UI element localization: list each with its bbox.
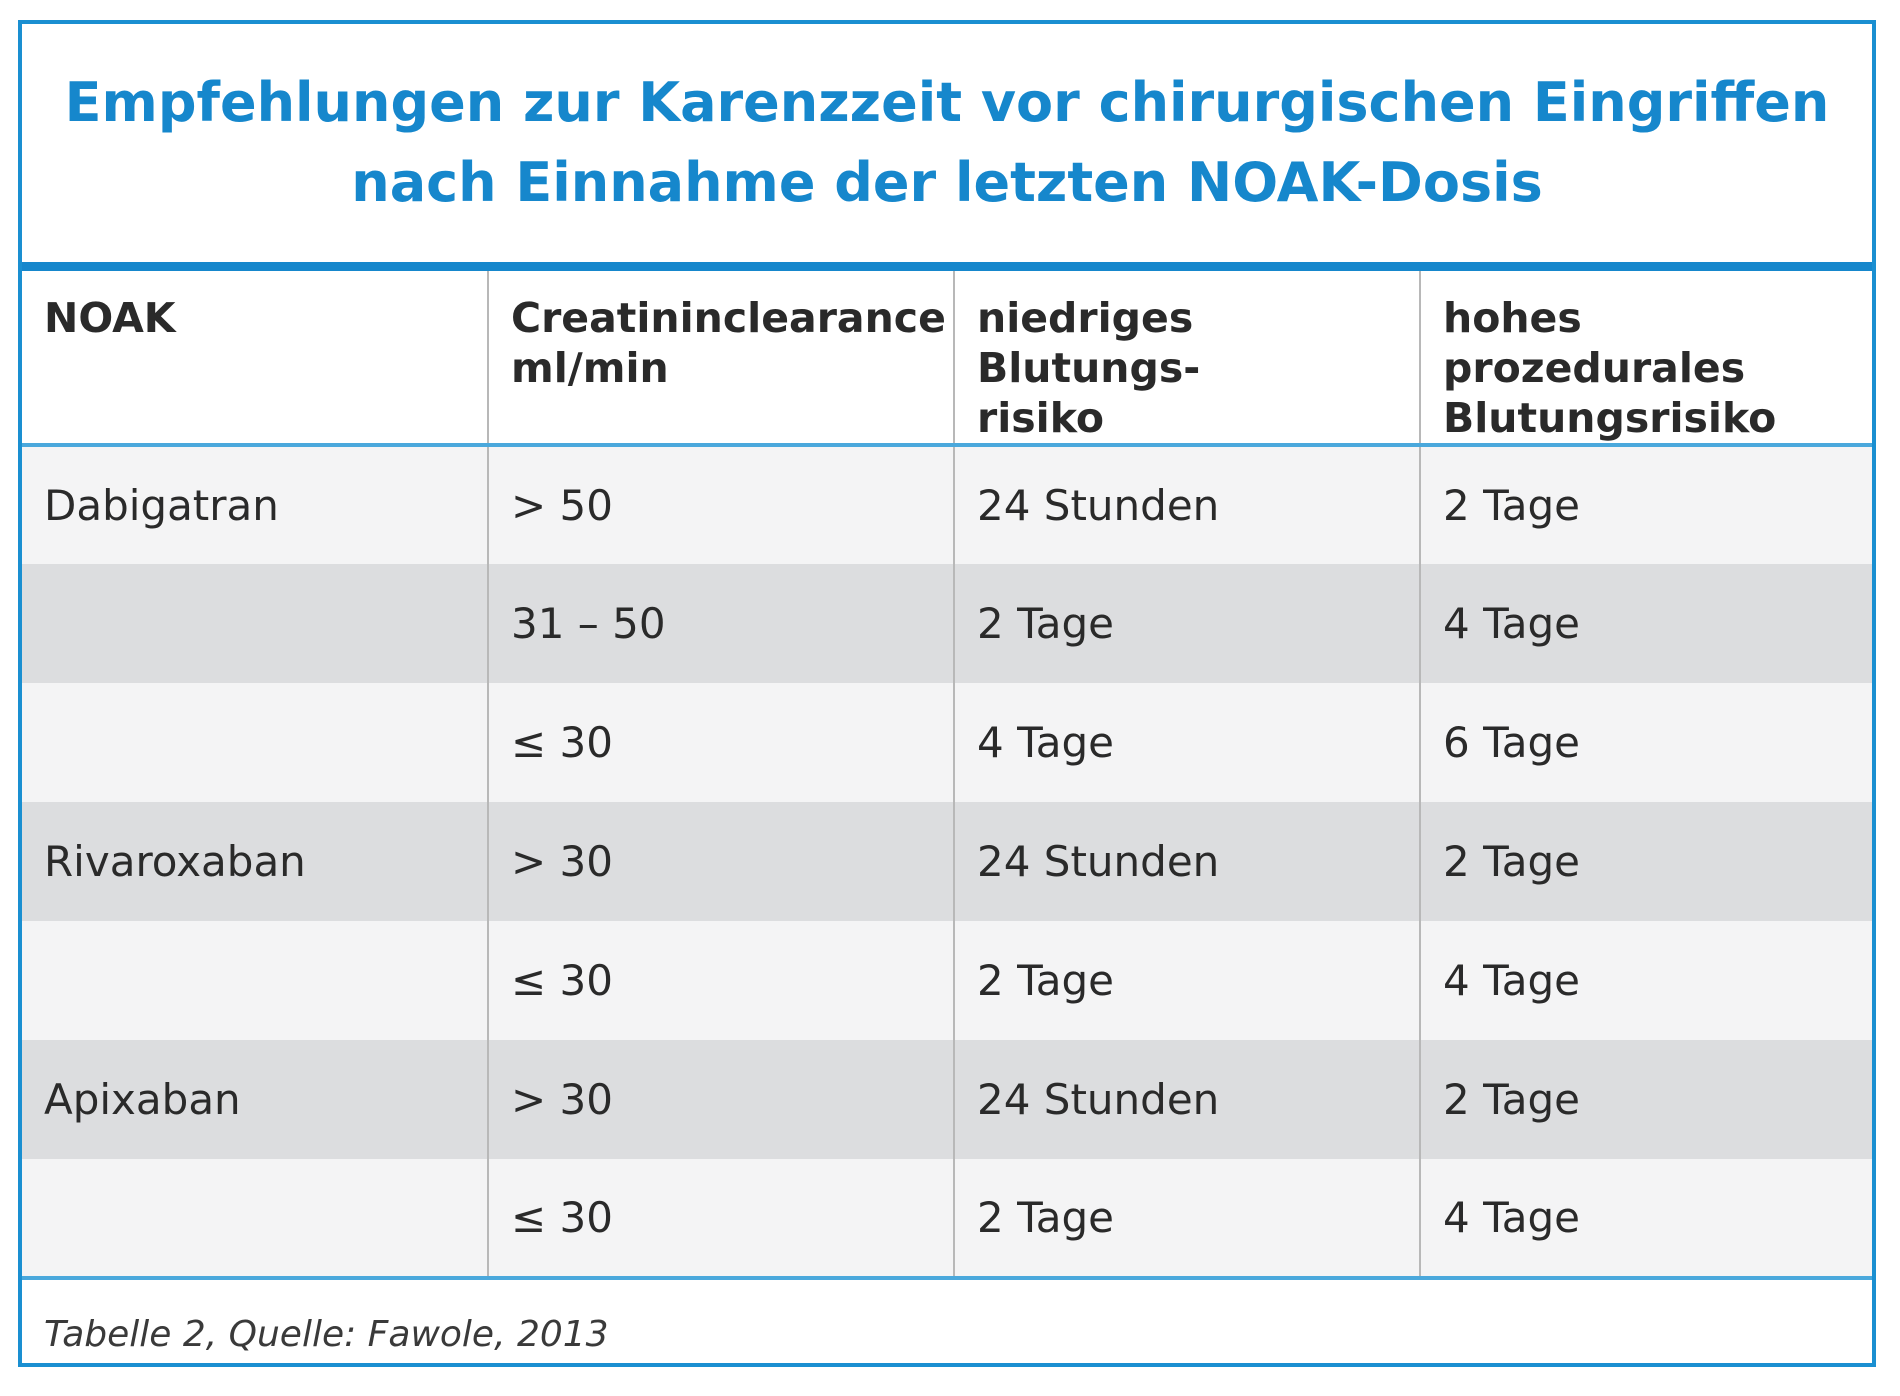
header-hohes-blutungsrisiko: hohes prozedurales Blutungsrisiko xyxy=(1420,271,1872,447)
cell-high-risk: 2 Tage xyxy=(1420,1040,1872,1159)
cell-clearance: ≤ 30 xyxy=(488,1159,955,1280)
cell-clearance: > 30 xyxy=(488,802,955,921)
cell-clearance: 31 – 50 xyxy=(488,564,955,683)
header-creatininclearance: Creatininclearance ml/min xyxy=(488,271,955,447)
table-row: Apixaban > 30 24 Stunden 2 Tage xyxy=(22,1040,1872,1159)
table-frame: Empfehlungen zur Karenzzeit vor chirurgi… xyxy=(18,20,1876,1367)
cell-low-risk: 2 Tage xyxy=(954,921,1421,1040)
header-noak-line-1: NOAK xyxy=(44,294,176,342)
cell-clearance: > 50 xyxy=(488,445,955,564)
cell-low-risk: 4 Tage xyxy=(954,683,1421,802)
header-niedriges-line-1: niedriges Blutungs- xyxy=(977,294,1201,392)
cell-high-risk: 4 Tage xyxy=(1420,564,1872,683)
cell-noak xyxy=(22,683,489,802)
header-hohes-line-2: Blutungsrisiko xyxy=(1443,394,1777,442)
header-creatininclearance-line-1: Creatininclearance xyxy=(511,294,946,342)
table-row: ≤ 30 2 Tage 4 Tage xyxy=(22,1159,1872,1280)
header-niedriges-blutungsrisiko: niedriges Blutungs- risiko xyxy=(954,271,1421,447)
cell-noak xyxy=(22,1159,489,1280)
table-row: Rivaroxaban > 30 24 Stunden 2 Tage xyxy=(22,802,1872,921)
cell-noak xyxy=(22,921,489,1040)
table-title-line-2: nach Einnahme der letzten NOAK-Dosis xyxy=(351,151,1543,214)
noak-table: NOAK Creatininclearance ml/min niedriges… xyxy=(22,271,1872,1280)
cell-noak: Dabigatran xyxy=(22,445,489,564)
cell-high-risk: 6 Tage xyxy=(1420,683,1872,802)
table-row: ≤ 30 4 Tage 6 Tage xyxy=(22,683,1872,802)
cell-noak: Rivaroxaban xyxy=(22,802,489,921)
cell-low-risk: 24 Stunden xyxy=(954,445,1421,564)
cell-low-risk: 24 Stunden xyxy=(954,1040,1421,1159)
header-hohes-line-1: hohes prozedurales xyxy=(1443,294,1746,392)
cell-high-risk: 4 Tage xyxy=(1420,1159,1872,1280)
header-creatininclearance-line-2: ml/min xyxy=(511,344,669,392)
cell-low-risk: 2 Tage xyxy=(954,564,1421,683)
cell-high-risk: 4 Tage xyxy=(1420,921,1872,1040)
table-row: ≤ 30 2 Tage 4 Tage xyxy=(22,921,1872,1040)
title-box: Empfehlungen zur Karenzzeit vor chirurgi… xyxy=(22,24,1872,271)
table-title-line-1: Empfehlungen zur Karenzzeit vor chirurgi… xyxy=(64,71,1830,134)
header-noak: NOAK xyxy=(22,271,489,447)
cell-clearance: ≤ 30 xyxy=(488,921,955,1040)
cell-noak: Apixaban xyxy=(22,1040,489,1159)
table-caption: Tabelle 2, Quelle: Fawole, 2013 xyxy=(44,1314,609,1355)
header-niedriges-line-2: risiko xyxy=(977,394,1105,442)
cell-low-risk: 24 Stunden xyxy=(954,802,1421,921)
table-row: Dabigatran > 50 24 Stunden 2 Tage xyxy=(22,445,1872,564)
cell-high-risk: 2 Tage xyxy=(1420,802,1872,921)
cell-noak xyxy=(22,564,489,683)
cell-high-risk: 2 Tage xyxy=(1420,445,1872,564)
cell-clearance: ≤ 30 xyxy=(488,683,955,802)
header-row: NOAK Creatininclearance ml/min niedriges… xyxy=(22,271,1872,447)
table-row: 31 – 50 2 Tage 4 Tage xyxy=(22,564,1872,683)
cell-low-risk: 2 Tage xyxy=(954,1159,1421,1280)
cell-clearance: > 30 xyxy=(488,1040,955,1159)
